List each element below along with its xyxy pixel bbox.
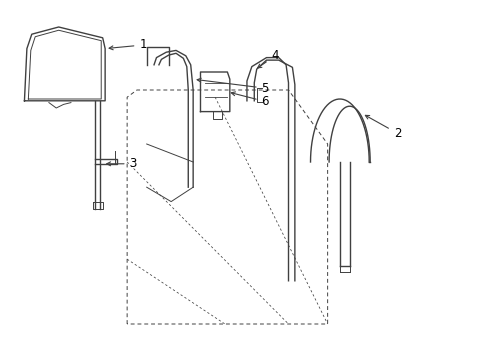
Text: 3: 3: [106, 157, 137, 170]
Text: 1: 1: [109, 39, 146, 51]
Text: 2: 2: [365, 115, 400, 140]
Text: 5: 5: [197, 78, 268, 95]
Text: 6: 6: [231, 92, 268, 108]
Text: 4: 4: [257, 49, 278, 68]
